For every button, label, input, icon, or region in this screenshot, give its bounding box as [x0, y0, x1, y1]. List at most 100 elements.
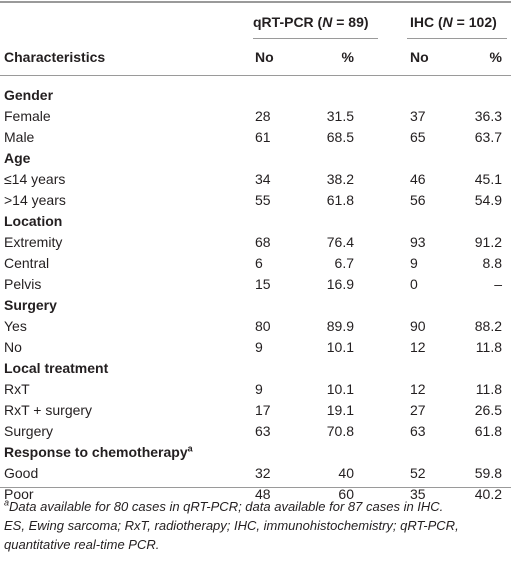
section-title: Gender [4, 87, 54, 103]
row-label: Extremity [4, 234, 63, 250]
footnote-mark: a [187, 443, 193, 454]
section-title: Local treatment [4, 360, 109, 376]
value-cell: 12 [410, 381, 426, 397]
value-cell: 8.8 [482, 255, 502, 271]
value-cell: 26.5 [474, 402, 502, 418]
value-cell: 0 [410, 276, 418, 292]
row-label: Male [4, 129, 35, 145]
value-cell: 16.9 [326, 276, 354, 292]
row-label: Pelvis [4, 276, 42, 292]
value-cell: 63 [255, 423, 271, 439]
value-cell: 65 [410, 129, 426, 145]
value-cell: 63.7 [474, 129, 502, 145]
value-cell: 38.2 [326, 171, 354, 187]
value-cell: 11.8 [475, 381, 502, 397]
row-label: Central [4, 255, 50, 271]
value-cell: 27 [410, 402, 426, 418]
value-cell: 54.9 [474, 192, 502, 208]
value-cell: 93 [410, 234, 426, 250]
value-cell: 90 [410, 318, 426, 334]
value-cell: 61 [255, 129, 271, 145]
footnote-text: ES, Ewing sarcoma; RxT, radiotherapy; IH… [4, 518, 459, 552]
value-cell: 34 [255, 171, 271, 187]
value-cell: 40 [338, 465, 354, 481]
column-header: Characteristics [4, 49, 106, 65]
column-header: No [255, 49, 274, 65]
value-cell: 46 [410, 171, 426, 187]
value-cell: 28 [255, 108, 271, 124]
value-cell: 59.8 [474, 465, 502, 481]
row-label: No [4, 339, 22, 355]
section-title: Surgery [4, 297, 57, 313]
row-label: >14 years [4, 192, 66, 208]
column-header: % [489, 49, 502, 65]
value-cell: 52 [410, 465, 426, 481]
value-cell: 63 [410, 423, 426, 439]
footnote-text: Data available for 80 cases in qRT-PCR; … [9, 499, 444, 514]
value-cell: 35 [410, 486, 426, 502]
value-cell: 88.2 [474, 318, 502, 334]
value-cell: 48 [255, 486, 271, 502]
value-cell: 32 [255, 465, 271, 481]
row-label: Surgery [4, 423, 54, 439]
group-header: qRT-PCR (N = 89) [253, 13, 369, 31]
value-cell: 56 [410, 192, 426, 208]
value-cell: 60 [338, 486, 354, 502]
value-cell: 61.8 [474, 423, 502, 439]
value-cell: 17 [255, 402, 271, 418]
row-label: Good [4, 465, 39, 481]
value-cell: 37 [410, 108, 426, 124]
group-name: IHC ( [410, 14, 443, 30]
value-cell: 80 [255, 318, 271, 334]
section-title: Location [4, 213, 63, 229]
row-label: RxT + surgery [4, 402, 93, 418]
value-cell: 70.8 [326, 423, 354, 439]
footnote: ES, Ewing sarcoma; RxT, radiotherapy; IH… [4, 516, 494, 554]
value-cell: 91.2 [474, 234, 502, 250]
value-cell: 36.3 [474, 108, 502, 124]
rule [0, 75, 511, 76]
row-label: Yes [4, 318, 27, 334]
value-cell: 61.8 [326, 192, 354, 208]
value-cell: 12 [410, 339, 426, 355]
value-cell: 55 [255, 192, 271, 208]
value-cell: 9 [255, 339, 263, 355]
value-cell: 19.1 [326, 402, 354, 418]
row-label: RxT [4, 381, 30, 397]
section-title: Age [4, 150, 31, 166]
rule [0, 1, 511, 3]
rule [253, 38, 378, 39]
value-cell: 11.8 [475, 339, 502, 355]
group-n: N [322, 14, 333, 30]
value-cell: 76.4 [326, 234, 354, 250]
value-cell: 15 [255, 276, 271, 292]
row-label: Poor [4, 486, 34, 502]
value-cell: 31.5 [326, 108, 354, 124]
footnote: aData available for 80 cases in qRT-PCR;… [4, 497, 494, 516]
group-name: qRT-PCR ( [253, 14, 323, 30]
group-header: IHC (N = 102) [410, 13, 497, 31]
value-cell: – [494, 276, 502, 292]
footnote-mark: a [4, 497, 10, 508]
column-header: No [410, 49, 429, 65]
value-cell: 40.2 [474, 486, 502, 502]
row-label: ≤14 years [4, 171, 66, 187]
value-cell: 6 [255, 255, 263, 271]
value-cell: 9 [410, 255, 418, 271]
value-cell: 6.7 [334, 255, 354, 271]
rule [0, 487, 511, 488]
value-cell: 10.1 [326, 381, 354, 397]
rule [407, 38, 507, 39]
value-cell: 89.9 [326, 318, 354, 334]
group-count: = 89) [332, 14, 369, 30]
value-cell: 10.1 [326, 339, 354, 355]
section-title: Response to chemotherapya [4, 443, 193, 460]
column-header: % [341, 49, 354, 65]
group-count: = 102) [452, 14, 497, 30]
value-cell: 68 [255, 234, 271, 250]
value-cell: 68.5 [326, 129, 354, 145]
group-n: N [442, 14, 453, 30]
row-label: Female [4, 108, 51, 124]
value-cell: 9 [255, 381, 263, 397]
